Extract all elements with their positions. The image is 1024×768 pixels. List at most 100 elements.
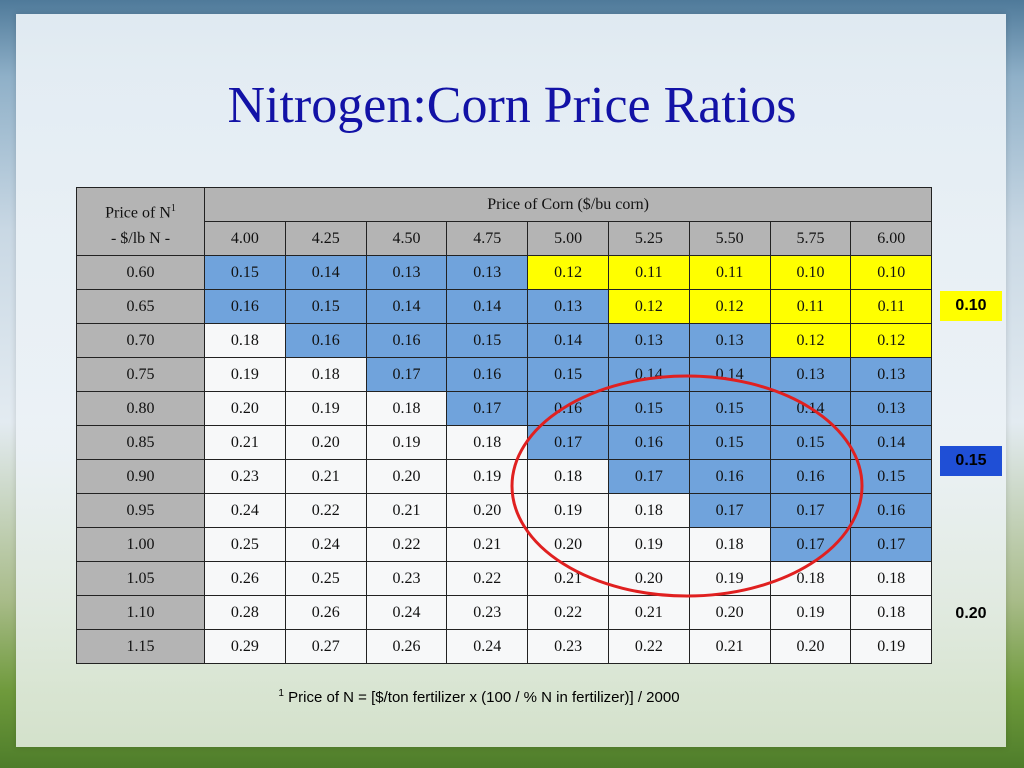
n-price-cell: 0.60 <box>76 255 205 290</box>
ratio-cell: 0.18 <box>607 493 690 528</box>
corn-price-cell: 5.75 <box>769 221 852 256</box>
ratio-cell: 0.13 <box>688 323 771 358</box>
ratio-cell: 0.19 <box>284 391 367 426</box>
ratio-cell: 0.21 <box>284 459 367 494</box>
corn-price-cell: 4.75 <box>446 221 529 256</box>
table-row: 1.10 0.28 0.26 0.24 0.23 0.22 0.21 0.20 0.19 0.18 <box>76 595 933 630</box>
ratio-cell: 0.15 <box>446 323 529 358</box>
ratio-cell: 0.15 <box>607 391 690 426</box>
legend-plain-threshold: 0.20 <box>955 605 987 622</box>
ratio-cell: 0.10 <box>769 255 852 290</box>
ratio-cell: 0.20 <box>688 595 771 630</box>
table-row: 0.90 0.23 0.21 0.20 0.19 0.18 0.17 0.16 0.16 0.15 <box>76 459 933 494</box>
ratio-table-body: 0.60 0.15 0.14 0.13 0.13 0.12 0.11 0.11 0.10 0.10… <box>76 255 933 664</box>
ratio-cell: 0.14 <box>446 289 529 324</box>
table-row: 0.80 0.20 0.19 0.18 0.17 0.16 0.15 0.15 0.14 0.13 <box>76 391 933 426</box>
n-price-cell: 1.10 <box>76 595 205 630</box>
ratio-cell: 0.22 <box>446 561 529 596</box>
ratio-cell: 0.21 <box>446 527 529 562</box>
corn-price-cell: 4.50 <box>365 221 448 256</box>
ratio-cell: 0.23 <box>527 629 609 664</box>
ratio-cell: 0.14 <box>850 425 933 460</box>
ratio-cell: 0.21 <box>607 595 690 630</box>
n-price-header-unit: - $/lb N - <box>110 230 171 248</box>
ratio-cell: 0.10 <box>850 255 933 290</box>
ratio-cell: 0.25 <box>284 561 367 596</box>
ratio-cell: 0.19 <box>769 595 852 630</box>
ratio-cell: 0.18 <box>204 323 286 358</box>
ratio-cell: 0.18 <box>850 561 933 596</box>
ratio-cell: 0.14 <box>365 289 448 324</box>
ratio-cell: 0.18 <box>446 425 529 460</box>
page-title: Nitrogen:Corn Price Ratios <box>227 77 797 134</box>
ratio-cell: 0.17 <box>850 527 933 562</box>
ratio-cell: 0.11 <box>607 255 690 290</box>
ratio-cell: 0.13 <box>446 255 529 290</box>
ratio-cell: 0.16 <box>365 323 448 358</box>
n-price-header-label: Price of N <box>105 204 171 222</box>
ratio-cell: 0.20 <box>365 459 448 494</box>
ratio-cell: 0.16 <box>769 459 852 494</box>
table-row: 0.70 0.18 0.16 0.16 0.15 0.14 0.13 0.13 0.12 0.12 <box>76 323 933 358</box>
ratio-cell: 0.20 <box>769 629 852 664</box>
ratio-cell: 0.21 <box>688 629 771 664</box>
ratio-cell: 0.22 <box>284 493 367 528</box>
n-price-header: Price of N1 - $/lb N - <box>76 187 205 256</box>
ratio-cell: 0.12 <box>607 289 690 324</box>
ratio-cell: 0.26 <box>204 561 286 596</box>
ratio-cell: 0.16 <box>607 425 690 460</box>
ratio-cell: 0.19 <box>204 357 286 392</box>
ratio-cell: 0.17 <box>607 459 690 494</box>
ratio-cell: 0.19 <box>688 561 771 596</box>
ratio-cell: 0.12 <box>688 289 771 324</box>
ratio-cell: 0.12 <box>769 323 852 358</box>
table-row: 0.85 0.21 0.20 0.19 0.18 0.17 0.16 0.15 0.15 0.14 <box>76 425 933 460</box>
ratio-cell: 0.13 <box>607 323 690 358</box>
footnote-marker: 1 <box>278 688 284 699</box>
ratio-cell: 0.20 <box>284 425 367 460</box>
n-price-cell: 0.70 <box>76 323 205 358</box>
ratio-cell: 0.16 <box>850 493 933 528</box>
ratio-cell: 0.23 <box>365 561 448 596</box>
ratio-cell: 0.18 <box>365 391 448 426</box>
ratio-cell: 0.18 <box>688 527 771 562</box>
ratio-cell: 0.28 <box>204 595 286 630</box>
legend-yellow-threshold: 0.10 <box>940 291 1002 321</box>
ratio-cell: 0.24 <box>204 493 286 528</box>
ratio-cell: 0.17 <box>688 493 771 528</box>
ratio-cell: 0.16 <box>688 459 771 494</box>
ratio-cell: 0.27 <box>284 629 367 664</box>
table-row: 1.05 0.26 0.25 0.23 0.22 0.21 0.20 0.19 0.18 0.18 <box>76 561 933 596</box>
ratio-cell: 0.24 <box>365 595 448 630</box>
ratio-cell: 0.12 <box>527 255 609 290</box>
ratio-cell: 0.22 <box>527 595 609 630</box>
ratio-cell: 0.29 <box>204 629 286 664</box>
ratio-cell: 0.19 <box>850 629 933 664</box>
footnote: 1 Price of N = [$/ton fertilizer x (100 … <box>0 688 958 706</box>
table-row: 1.15 0.29 0.27 0.26 0.24 0.23 0.22 0.21 0.20 0.19 <box>76 629 933 664</box>
price-ratio-table: Price of N1 - $/lb N - Price of Corn ($/… <box>76 187 933 664</box>
ratio-cell: 0.19 <box>527 493 609 528</box>
ratio-cell: 0.21 <box>365 493 448 528</box>
ratio-cell: 0.17 <box>365 357 448 392</box>
ratio-cell: 0.15 <box>688 425 771 460</box>
corn-price-cell: 4.00 <box>204 221 286 256</box>
ratio-cell: 0.20 <box>204 391 286 426</box>
ratio-cell: 0.26 <box>284 595 367 630</box>
n-price-cell: 0.75 <box>76 357 205 392</box>
legend-blue-threshold: 0.15 <box>940 446 1002 476</box>
ratio-cell: 0.18 <box>527 459 609 494</box>
ratio-cell: 0.22 <box>607 629 690 664</box>
table-header-row: Price of N1 - $/lb N - Price of Corn ($/… <box>76 187 933 256</box>
corn-price-header: Price of Corn ($/bu corn) <box>203 187 933 222</box>
ratio-cell: 0.15 <box>284 289 367 324</box>
footnote-text: Price of N = [$/ton fertilizer x (100 / … <box>283 689 680 706</box>
ratio-cell: 0.25 <box>204 527 286 562</box>
ratio-cell: 0.16 <box>284 323 367 358</box>
ratio-cell: 0.24 <box>446 629 529 664</box>
ratio-cell: 0.16 <box>527 391 609 426</box>
ratio-cell: 0.14 <box>607 357 690 392</box>
corn-price-cell: 6.00 <box>850 221 933 256</box>
n-price-header-sup: 1 <box>170 203 176 214</box>
